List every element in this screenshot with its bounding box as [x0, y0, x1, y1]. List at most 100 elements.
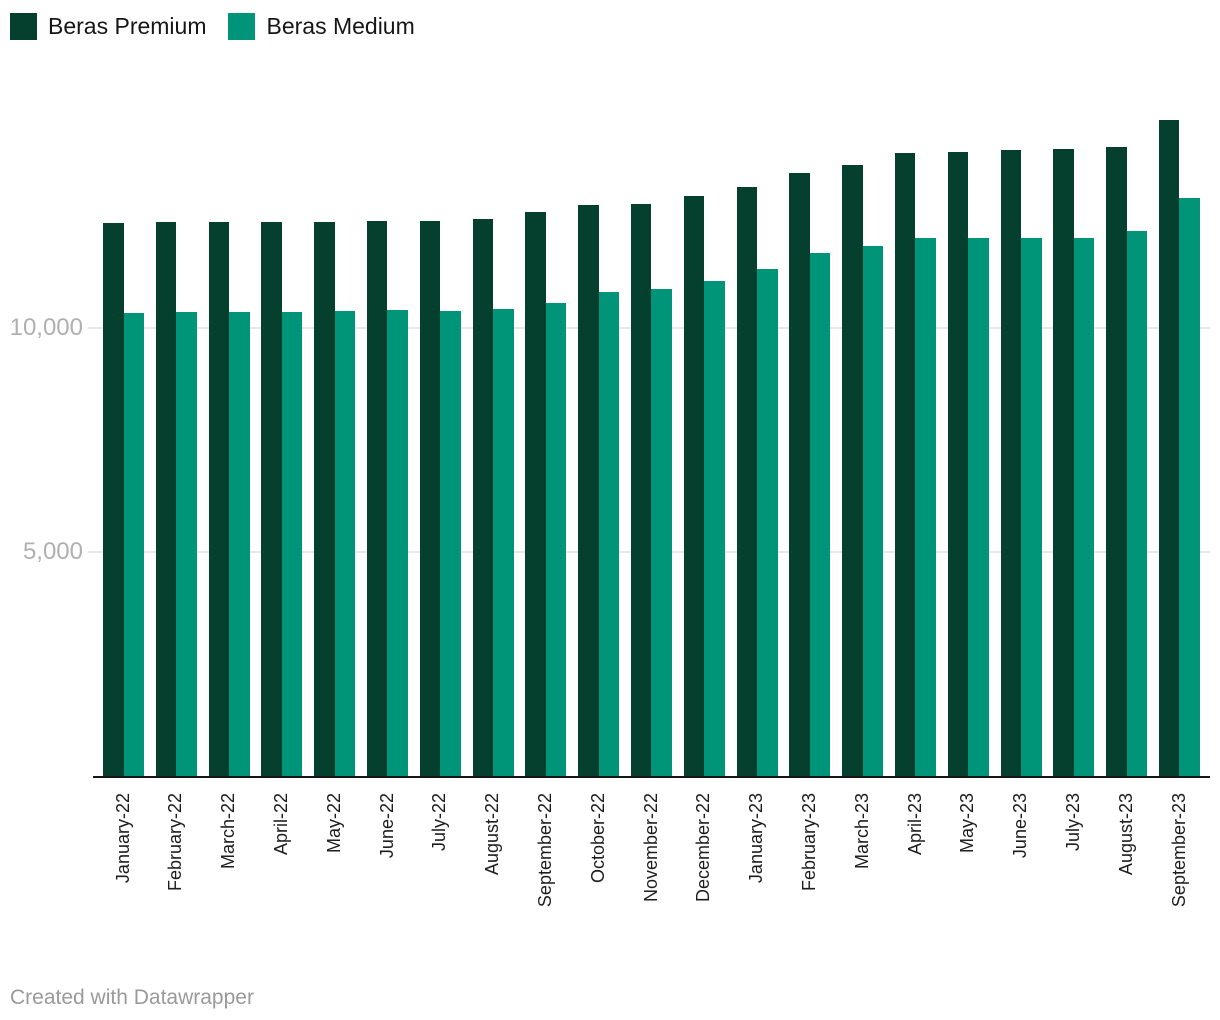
x-label-cell: July-22: [420, 793, 461, 851]
bar-beras-premium: [947, 151, 969, 776]
y-tick-label: 10,000: [9, 314, 83, 341]
legend-swatch-medium: [228, 13, 256, 40]
x-tick-label: January-22: [112, 793, 133, 884]
attribution-text: Created with Datawrapper: [10, 986, 254, 1009]
legend: Beras Premium Beras Medium: [10, 13, 415, 40]
x-tick-label: September-22: [534, 793, 555, 908]
bar-beras-premium: [842, 164, 863, 776]
bar-group-september-23: [1158, 120, 1200, 776]
bar-group-january-23: [736, 186, 778, 776]
bar-beras-medium: [704, 281, 725, 776]
bar-beras-medium: [545, 303, 567, 776]
x-tick-label: August-23: [1115, 793, 1136, 876]
bar-beras-premium: [1106, 146, 1127, 776]
bar-group-july-22: [419, 220, 461, 776]
bar-group-february-22: [155, 221, 197, 776]
bar-beras-premium: [1053, 149, 1074, 776]
bar-beras-medium: [809, 252, 831, 776]
bar-beras-premium: [578, 205, 599, 776]
bar-beras-medium: [1179, 197, 1200, 776]
y-tick-label: 5,000: [22, 538, 83, 565]
bar-beras-medium: [493, 309, 514, 776]
bar-group-may-23: [947, 151, 989, 776]
bar-beras-medium: [229, 311, 250, 776]
x-label-cell: September-22: [525, 793, 566, 907]
legend-label-premium: Beras Premium: [48, 13, 207, 39]
bar-beras-premium: [525, 212, 546, 776]
bar-group-june-23: [1000, 149, 1042, 776]
bar-beras-medium: [1021, 238, 1042, 776]
x-tick-label: February-23: [798, 793, 819, 892]
x-tick-label: March-22: [218, 793, 239, 870]
bar-beras-medium: [651, 288, 672, 776]
legend-item-beras-medium: Beras Medium: [228, 13, 415, 40]
bar-beras-premium: [155, 221, 177, 776]
bar-beras-medium: [915, 237, 936, 776]
x-label-cell: April-23: [895, 793, 936, 855]
x-label-cell: March-23: [842, 793, 883, 869]
x-label-cell: June-23: [1001, 793, 1042, 858]
bar-beras-premium: [261, 221, 282, 776]
bar-beras-premium: [208, 221, 230, 776]
bar-beras-premium: [683, 196, 705, 776]
bar-group-july-23: [1053, 149, 1095, 776]
x-tick-label: April-23: [904, 793, 925, 856]
bar-group-october-22: [578, 205, 620, 776]
bar-group-august-22: [472, 218, 514, 776]
bar-group-march-22: [208, 221, 250, 776]
bar-beras-premium: [314, 221, 335, 776]
x-tick-label: March-23: [851, 793, 872, 870]
x-tick-label: December-22: [693, 793, 714, 903]
x-label-cell: January-22: [103, 793, 144, 883]
bar-group-january-22: [103, 222, 144, 776]
x-label-cell: March-22: [209, 793, 250, 869]
x-label-cell: June-22: [367, 793, 408, 858]
x-label-cell: August-22: [473, 793, 514, 875]
x-tick-label: April-22: [270, 793, 291, 856]
bar-group-april-22: [261, 221, 303, 776]
bar-group-may-22: [314, 221, 356, 776]
bar-beras-premium: [789, 172, 810, 776]
bar-group-december-22: [683, 196, 725, 776]
x-label-cell: October-22: [578, 793, 619, 883]
x-tick-label: November-22: [640, 793, 661, 903]
bar-group-september-22: [525, 212, 567, 776]
bar-beras-medium: [176, 312, 197, 776]
x-tick-label: February-22: [165, 793, 186, 892]
bar-group-june-22: [366, 220, 408, 776]
bar-group-february-23: [789, 172, 831, 776]
bar-beras-medium: [334, 310, 356, 776]
legend-swatch-premium: [10, 13, 37, 40]
x-label-cell: November-22: [631, 793, 672, 902]
x-tick-label: October-22: [587, 793, 608, 884]
bar-beras-premium: [419, 220, 441, 776]
legend-item-beras-premium: Beras Premium: [10, 13, 206, 40]
bar-beras-medium: [281, 311, 303, 776]
bar-beras-premium: [1000, 149, 1022, 776]
bar-beras-premium: [103, 222, 124, 776]
bar-beras-medium: [862, 246, 884, 776]
x-tick-label: July-23: [1062, 793, 1083, 852]
x-label-cell: September-23: [1159, 793, 1200, 907]
bar-beras-medium: [1073, 238, 1095, 776]
x-tick-label: June-23: [1010, 793, 1031, 859]
bar-group-march-23: [842, 164, 884, 776]
x-label-cell: May-23: [948, 793, 989, 853]
x-tick-label: July-22: [429, 793, 450, 852]
bar-beras-medium: [598, 292, 620, 776]
x-label-cell: December-22: [684, 793, 725, 902]
bar-beras-premium: [736, 186, 758, 776]
bar-beras-premium: [366, 220, 388, 776]
x-label-cell: February-22: [156, 793, 197, 891]
bar-beras-medium: [123, 313, 144, 776]
legend-label-medium: Beras Medium: [266, 13, 415, 39]
x-label-cell: July-23: [1053, 793, 1094, 851]
bar-beras-medium: [440, 311, 461, 776]
x-tick-label: September-23: [1168, 793, 1189, 908]
bar-beras-premium: [472, 218, 494, 776]
x-label-cell: August-23: [1106, 793, 1147, 875]
x-label-cell: January-23: [737, 793, 778, 883]
bar-beras-premium: [894, 152, 916, 776]
x-label-cell: May-22: [314, 793, 355, 853]
